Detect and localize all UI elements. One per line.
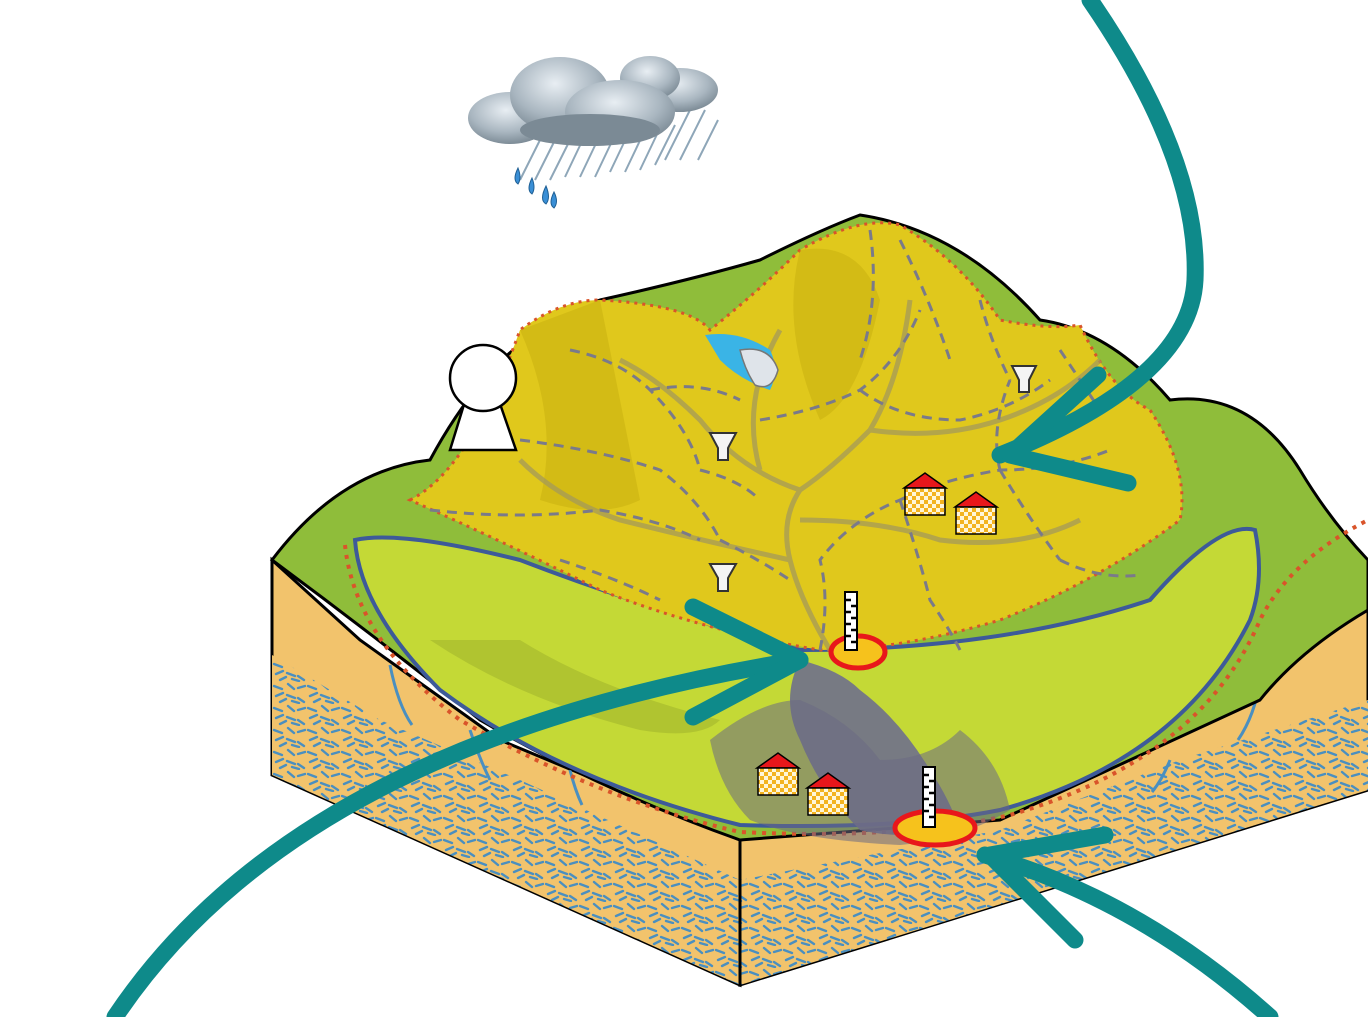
arrow-icon — [1001, 366, 1137, 492]
rain-gauge-icon — [708, 432, 738, 461]
subsurface-flow-arrows — [388, 664, 1262, 806]
stream-gauge-icon — [844, 591, 858, 651]
valley-shading — [430, 640, 720, 734]
house-icon — [754, 752, 802, 796]
rain-gauge-icon — [1010, 365, 1038, 393]
arrow-icon — [981, 826, 1114, 949]
upper-catchment-ridge-shading — [520, 248, 880, 511]
arrow-icon — [106, 651, 809, 1017]
rain-gauge-icon — [708, 563, 738, 592]
subcatchment-boundaries — [429, 229, 1141, 651]
rain-cloud-icon — [468, 56, 719, 209]
stream-network — [518, 299, 1102, 652]
groundwater-left-layer — [272, 655, 740, 985]
water-tower-icon — [448, 343, 518, 452]
stream-gauge-icon — [922, 766, 936, 828]
valley-catchment-dotted-boundary — [343, 518, 1368, 836]
arrow-icon — [684, 598, 809, 726]
arrow-icon — [991, 0, 1204, 464]
house-icon — [804, 772, 852, 816]
house-icon — [952, 491, 1000, 535]
house-icon — [901, 472, 949, 516]
arrow-icon — [976, 846, 1279, 1017]
glacier-lake — [705, 334, 779, 390]
